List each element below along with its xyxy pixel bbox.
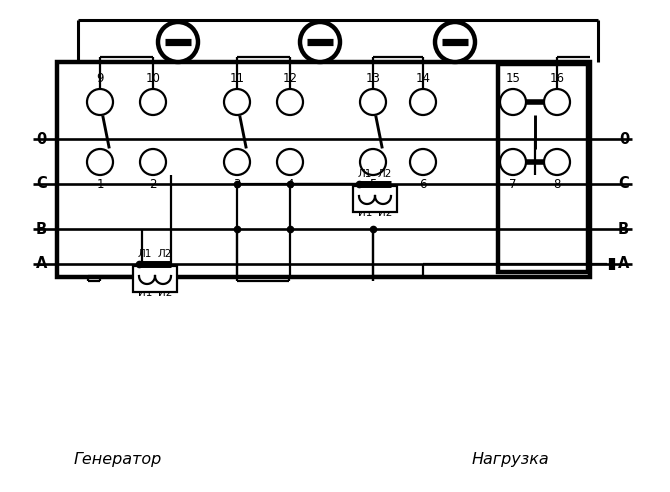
Circle shape: [224, 89, 250, 115]
Text: Л2: Л2: [158, 249, 172, 259]
Circle shape: [277, 89, 303, 115]
Text: 2: 2: [149, 178, 157, 191]
Circle shape: [360, 149, 386, 175]
Text: 10: 10: [145, 72, 160, 85]
Text: 15: 15: [506, 72, 521, 85]
Text: 4: 4: [286, 178, 293, 191]
Text: B: B: [618, 221, 629, 237]
Text: 7: 7: [509, 178, 517, 191]
Bar: [498, 64, 588, 272]
Bar: [133, 266, 177, 292]
Text: B: B: [36, 221, 47, 237]
Text: 9: 9: [96, 72, 104, 85]
Circle shape: [140, 149, 166, 175]
Text: Л1: Л1: [138, 249, 152, 259]
Circle shape: [410, 89, 436, 115]
Text: C: C: [618, 177, 629, 191]
Text: A: A: [36, 256, 48, 272]
Text: 0: 0: [36, 131, 46, 147]
Text: Нагрузка: Нагрузка: [471, 452, 549, 467]
Circle shape: [158, 22, 198, 62]
Circle shape: [87, 149, 113, 175]
Circle shape: [87, 89, 113, 115]
Text: 16: 16: [549, 72, 565, 85]
Circle shape: [224, 149, 250, 175]
Text: 1: 1: [96, 178, 104, 191]
Text: 8: 8: [553, 178, 561, 191]
Text: 0: 0: [619, 131, 629, 147]
Text: 12: 12: [283, 72, 297, 85]
Text: Л1: Л1: [358, 169, 373, 179]
Circle shape: [544, 89, 570, 115]
Text: A: A: [618, 256, 629, 272]
Circle shape: [410, 149, 436, 175]
Text: 14: 14: [415, 72, 431, 85]
Circle shape: [300, 22, 340, 62]
Circle shape: [140, 89, 166, 115]
Text: И1: И1: [138, 288, 152, 298]
Text: Генератор: Генератор: [74, 452, 162, 467]
Circle shape: [360, 89, 386, 115]
Bar: [57, 62, 590, 277]
Text: 6: 6: [419, 178, 427, 191]
Text: 3: 3: [233, 178, 241, 191]
Text: И2: И2: [378, 208, 392, 218]
Text: C: C: [36, 177, 47, 191]
Circle shape: [435, 22, 475, 62]
Text: 11: 11: [230, 72, 245, 85]
Text: И2: И2: [158, 288, 172, 298]
Circle shape: [500, 89, 526, 115]
Text: Л2: Л2: [378, 169, 392, 179]
Circle shape: [277, 149, 303, 175]
Text: 5: 5: [369, 178, 377, 191]
Bar: [353, 186, 397, 212]
Text: 13: 13: [366, 72, 381, 85]
Circle shape: [500, 149, 526, 175]
Text: И1: И1: [358, 208, 373, 218]
Circle shape: [544, 149, 570, 175]
